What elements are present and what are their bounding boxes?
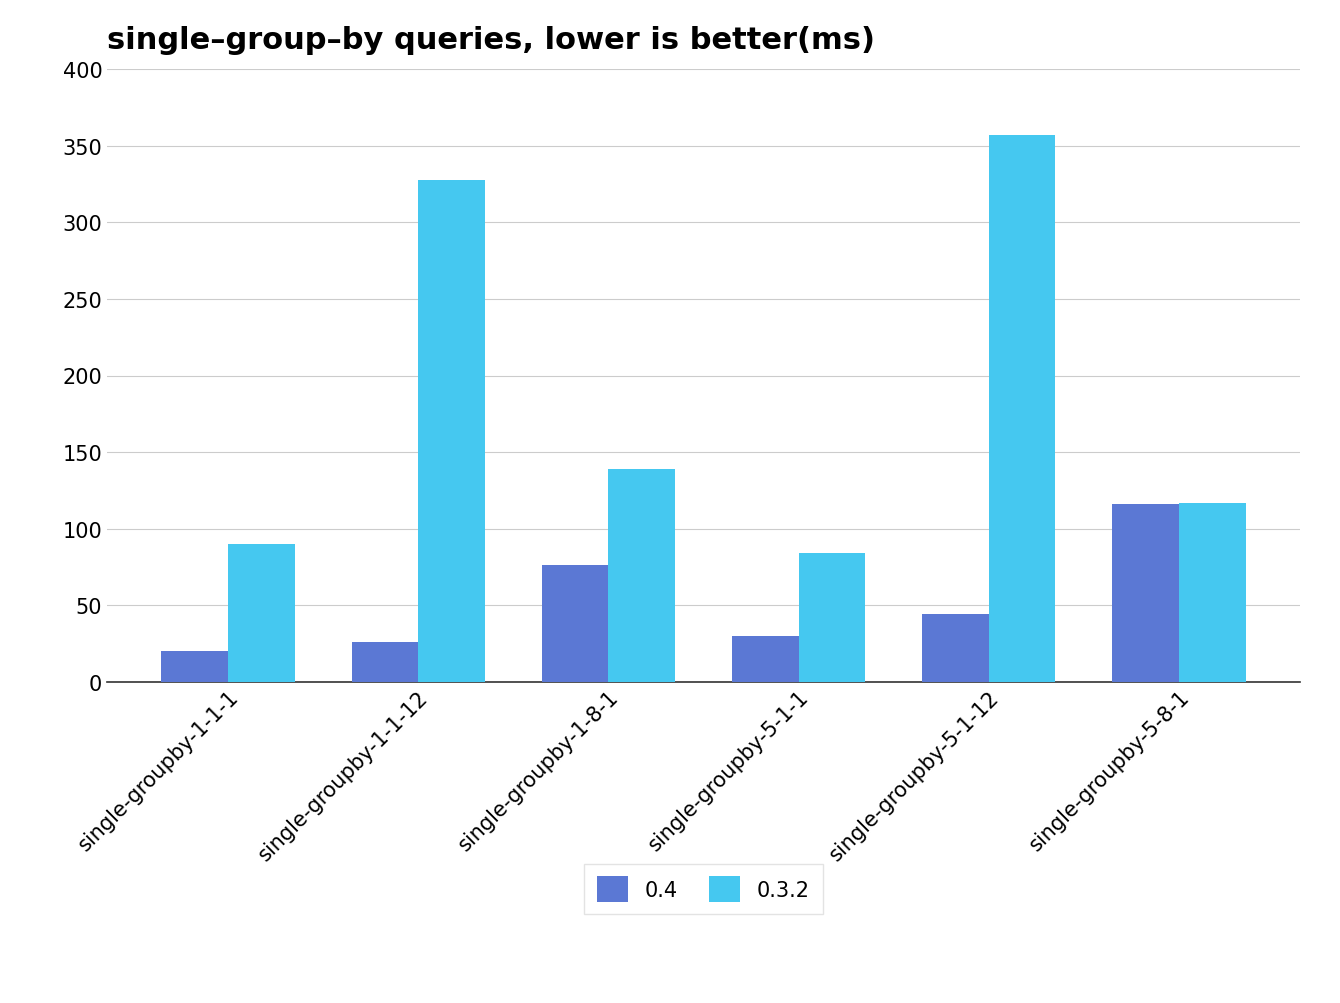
- Bar: [228, 545, 295, 682]
- Bar: [799, 554, 866, 682]
- Bar: [1179, 504, 1246, 682]
- Bar: [161, 652, 228, 682]
- Bar: [541, 566, 608, 682]
- Bar: [418, 181, 485, 682]
- Bar: [732, 636, 799, 682]
- Legend: 0.4, 0.3.2: 0.4, 0.3.2: [584, 864, 823, 914]
- Bar: [608, 469, 675, 682]
- Bar: [989, 136, 1056, 682]
- Bar: [1112, 505, 1179, 682]
- Bar: [922, 615, 989, 682]
- Text: single–group–by queries, lower is better(ms): single–group–by queries, lower is better…: [107, 26, 875, 55]
- Bar: [351, 642, 418, 682]
